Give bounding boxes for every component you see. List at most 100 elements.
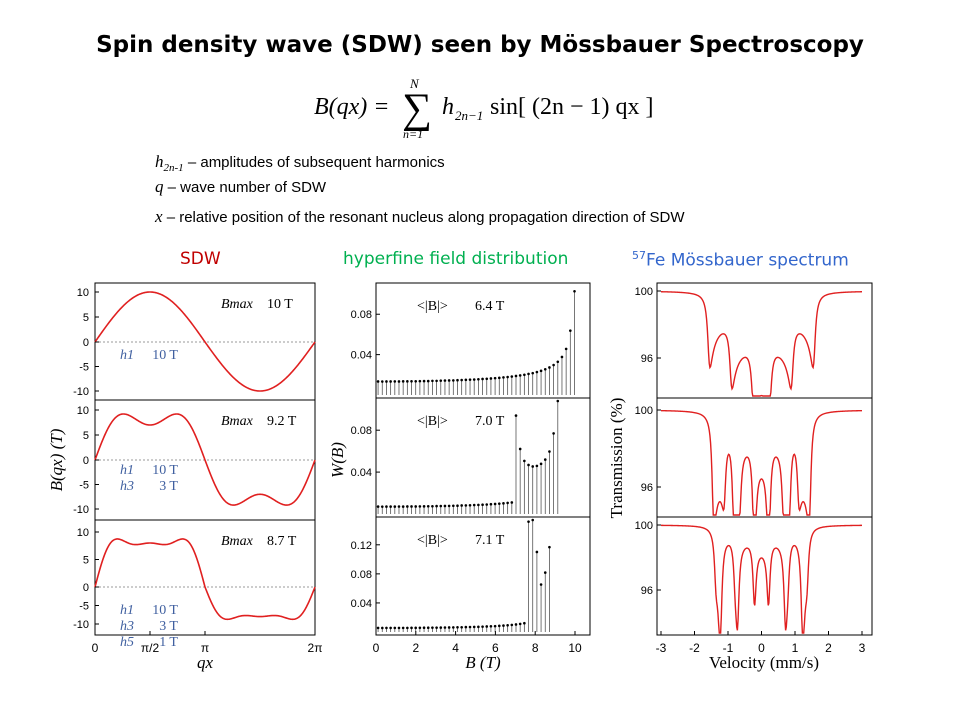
hf-point <box>380 626 384 630</box>
hf-point <box>389 626 392 630</box>
hf-point <box>481 625 484 628</box>
moss-y-tick-label: 96 <box>641 482 653 494</box>
hf-point <box>510 623 514 627</box>
hf-point <box>380 505 384 508</box>
sdw-harmonic-name: h1 <box>120 603 134 618</box>
definition-q: q – wave number of SDW <box>155 177 327 196</box>
hf-point <box>393 380 397 383</box>
hf-point <box>523 373 526 377</box>
hf-point <box>401 626 405 630</box>
hf-point <box>502 624 505 627</box>
hf-point <box>468 378 472 381</box>
hf-point <box>518 622 522 626</box>
formula-lhs: B(qx) = <box>314 94 390 120</box>
hf-point <box>493 624 497 628</box>
hf-point <box>527 372 530 376</box>
hf-point <box>468 503 472 507</box>
hf-point <box>552 432 555 435</box>
hf-y-axis-label: W(B) <box>328 442 347 478</box>
formula-rhs: sin[ (2n − 1) qx ] <box>490 94 652 120</box>
hf-y-tick-label: 0.08 <box>351 425 372 437</box>
formula-term-sub: 2n−1 <box>455 108 483 123</box>
hf-point <box>523 459 526 463</box>
sdw-y-tick-label: -5 <box>79 480 89 492</box>
hf-x-tick-label: 10 <box>568 641 582 655</box>
hf-x-tick-label: 0 <box>373 641 380 655</box>
hf-point <box>485 377 489 381</box>
hf-y-tick-label: 0.12 <box>351 540 372 552</box>
hf-point <box>464 378 468 382</box>
hf-point <box>406 505 409 508</box>
sdw-y-tick-label: 10 <box>77 405 89 417</box>
hf-point <box>472 378 476 381</box>
hf-avg-value: 7.0 T <box>475 414 505 429</box>
moss-y-tick-label: 96 <box>641 585 653 597</box>
hf-point <box>477 503 480 507</box>
sdw-harmonic-name: h5 <box>120 635 134 650</box>
moss-x-tick-label: 1 <box>792 641 799 655</box>
hf-point <box>376 380 380 383</box>
hf-point <box>514 623 518 626</box>
sdw-y-tick-label: -5 <box>79 601 89 613</box>
hf-point <box>573 289 576 293</box>
hf-point <box>531 518 535 522</box>
sdw-y-tick-label: 0 <box>83 455 89 467</box>
hf-point <box>506 623 509 627</box>
hf-point <box>531 371 535 375</box>
sdw-harmonic-value: 1 T <box>159 635 178 650</box>
formula-sum-top: N <box>409 78 420 91</box>
slide-title: Spin density wave (SDW) seen by Mössbaue… <box>96 32 864 58</box>
sdw-y-tick-label: 5 <box>83 430 89 442</box>
hf-point <box>535 370 539 374</box>
moss-x-tick-label: 0 <box>758 641 765 655</box>
hf-point <box>485 503 489 506</box>
moss-panel-frame <box>656 282 873 399</box>
hf-point <box>422 626 426 630</box>
formula-term: h <box>442 94 454 120</box>
hf-avg-value: 6.4 T <box>475 299 505 314</box>
hf-point <box>452 504 455 508</box>
hf-point <box>556 360 560 364</box>
sdw-y-tick-label: -10 <box>73 619 89 631</box>
hf-point <box>489 624 493 628</box>
hf-y-tick-label: 0.04 <box>351 598 372 610</box>
hf-point <box>489 502 493 506</box>
hf-point <box>527 520 530 523</box>
hf-point <box>569 329 572 332</box>
hf-point <box>477 377 480 381</box>
hf-avg-label: <|B|> <box>417 533 448 548</box>
hf-point <box>426 626 430 630</box>
header-hyperfine: hyperfine field distribution <box>343 249 569 269</box>
hf-point <box>376 626 380 630</box>
sdw-x-axis-label: qx <box>197 653 214 672</box>
hf-point <box>472 625 476 629</box>
hf-point <box>548 450 551 453</box>
hf-point <box>493 502 497 506</box>
hf-point <box>414 379 418 383</box>
header-mossbauer: 57Fe Mössbauer spectrum <box>632 249 849 271</box>
hf-point <box>510 375 514 378</box>
sdw-harmonic-value: 3 T <box>159 479 178 494</box>
moss-x-tick-label: -2 <box>689 641 700 655</box>
hf-point <box>447 626 451 629</box>
hf-point <box>464 504 468 507</box>
sdw-y-tick-label: 10 <box>77 287 89 299</box>
hf-point <box>481 377 484 381</box>
moss-x-tick-label: 2 <box>825 641 832 655</box>
hf-point <box>410 626 413 630</box>
hf-point <box>389 380 392 383</box>
hf-point <box>426 379 430 383</box>
hf-point <box>535 464 539 468</box>
hf-x-tick-label: 8 <box>532 641 539 655</box>
hf-point <box>410 505 413 508</box>
moss-x-tick-label: -3 <box>656 641 667 655</box>
hf-point <box>401 380 405 383</box>
hf-point <box>397 626 401 630</box>
formula-sum-bottom: n=1 <box>403 127 423 140</box>
hf-point <box>393 505 397 508</box>
hf-point <box>523 621 526 625</box>
hf-point <box>514 414 518 417</box>
sdw-y-tick-label: 10 <box>77 527 89 539</box>
hf-point <box>535 550 539 554</box>
hf-point <box>543 458 547 461</box>
